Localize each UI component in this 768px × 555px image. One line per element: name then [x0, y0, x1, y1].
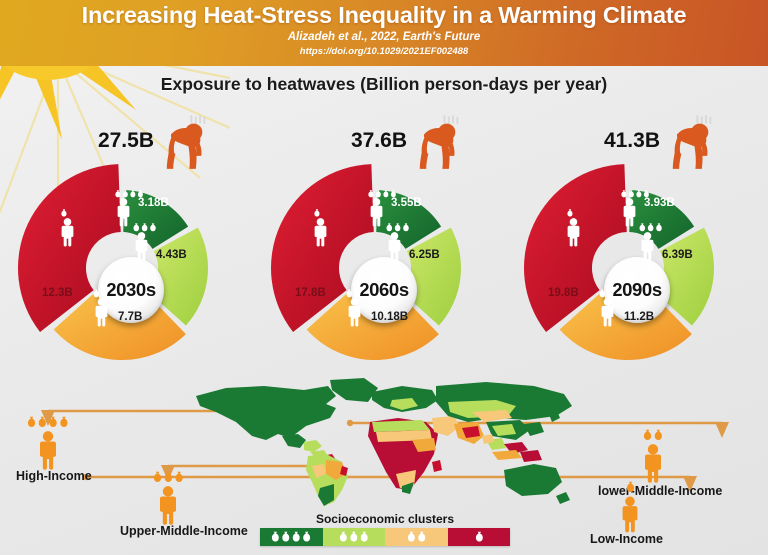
donut-center-decade-badge: 2060s: [351, 257, 417, 323]
donut-segment-value-label: 10.18B: [371, 311, 409, 323]
person-icon: [640, 428, 666, 483]
donut-segment-value-label: 6.25B: [409, 249, 440, 261]
section-title: Exposure to heatwaves (Billion person-da…: [160, 74, 608, 94]
income-group-upper-middle-income: Upper-Middle-Income: [120, 470, 380, 555]
donut-total-value: 37.6B: [350, 129, 407, 152]
person-icon: [618, 480, 642, 533]
money-bag-icon: [313, 205, 321, 223]
money-bag-icon: [620, 185, 650, 203]
money-bag-icon: [598, 285, 615, 303]
donut-segment-upper-middle-income[interactable]: [654, 227, 714, 326]
person-icon: [114, 197, 133, 232]
donut-segment-value-label: 3.18B: [138, 197, 169, 209]
world-map-choropleth: [186, 378, 582, 508]
person-icon: [638, 231, 657, 266]
legend: Socioeconomic clusters: [260, 512, 510, 546]
money-bag-icon: [566, 205, 574, 223]
donut-segment-value-label: 11.2B: [624, 311, 655, 323]
person-icon: [26, 415, 69, 470]
person-icon: [385, 231, 404, 266]
person-icon: [92, 297, 111, 332]
person-icon: [620, 197, 639, 232]
legend-color-bar: [260, 528, 510, 546]
person-icon: [345, 297, 364, 332]
money-bag-icon: [92, 285, 109, 303]
donut-segment-upper-middle-income[interactable]: [401, 227, 461, 326]
citation-text: Alizadeh et al., 2022, Earth's Future: [287, 31, 481, 43]
donut-total-value: 27.5B: [97, 129, 154, 152]
person-icon: [598, 297, 617, 332]
page-title: Increasing Heat-Stress Inequality in a W…: [81, 2, 687, 28]
person-icon: [152, 470, 184, 525]
donut-chart-2030s: 27.5B 2030s 3.18B 4.43B 7.7B 12.3B: [6, 105, 256, 365]
heat-stressed-person-icon: [662, 115, 718, 171]
person-icon: [311, 217, 330, 252]
person-icon: [367, 197, 386, 232]
income-group-label-low-income: Low-Income: [590, 532, 663, 546]
legend-cell-2-bags[interactable]: [385, 528, 448, 546]
donut-total-value: 41.3B: [603, 129, 660, 152]
money-bag-icon: [132, 219, 157, 237]
donut-segment-low-income[interactable]: [271, 164, 374, 333]
income-group-label-upper-middle-income: Upper-Middle-Income: [120, 524, 248, 538]
person-icon: [58, 217, 77, 252]
donut-center-decade-badge: 2090s: [604, 257, 670, 323]
legend-cell-3-bags[interactable]: [322, 528, 385, 546]
income-group-label-high-income: High-Income: [16, 469, 92, 483]
legend-cell-1-bags[interactable]: [447, 528, 510, 546]
donut-segment-value-label: 3.93B: [644, 197, 675, 209]
donut-segment-value-label: 7.7B: [118, 311, 143, 323]
donut-total-row: 37.6B: [259, 115, 509, 169]
donut-segment-value-label: 12.3B: [42, 287, 73, 299]
donut-segment-value-label: 19.8B: [548, 287, 579, 299]
donut-segments: [524, 164, 714, 360]
person-icon: [132, 231, 151, 266]
doi-link[interactable]: https://doi.org/10.1029/2021EF002488: [299, 46, 469, 57]
income-group-high-income: High-Income: [0, 415, 190, 505]
donut-segment-value-label: 6.39B: [662, 249, 693, 261]
donut-segment-value-label: 4.43B: [156, 249, 187, 261]
header-banner: Increasing Heat-Stress Inequality in a W…: [0, 0, 768, 66]
money-bag-icon: [638, 219, 663, 237]
donut-segment-value-label: 3.55B: [391, 197, 422, 209]
donut-chart-2090s: 41.3B 2090s 3.93B 6.39B 11.2B 19.8B: [512, 105, 762, 365]
donut-segment-low-income[interactable]: [524, 164, 627, 333]
donut-total-row: 41.3B: [512, 115, 762, 169]
donut-segment-value-label: 17.8B: [295, 287, 326, 299]
legend-cell-4-bags[interactable]: [260, 528, 323, 546]
donut-center-decade-badge: 2030s: [98, 257, 164, 323]
legend-title: Socioeconomic clusters: [315, 512, 455, 526]
donut-chart-2060s: 37.6B 2060s 3.55B 6.25B 10.18B 17.8B: [259, 105, 509, 365]
money-bag-icon: [367, 185, 397, 203]
person-icon: [564, 217, 583, 252]
donut-segment-upper-middle-income[interactable]: [148, 227, 209, 326]
heat-stressed-person-icon: [409, 115, 465, 171]
money-bag-icon: [345, 285, 362, 303]
money-bag-icon: [385, 219, 410, 237]
income-group-low-income: Low-Income: [572, 480, 752, 555]
